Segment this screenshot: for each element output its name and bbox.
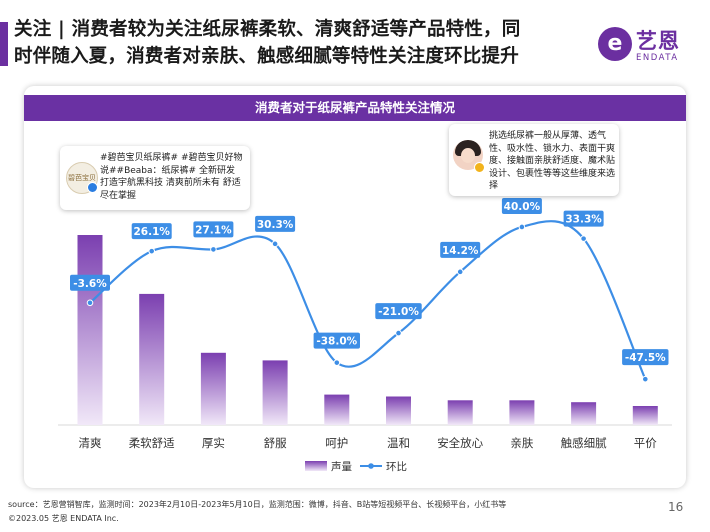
x-tick-label: 舒服: [264, 436, 287, 450]
page-number: 16: [668, 500, 684, 514]
logo-name: 艺恩: [636, 29, 680, 53]
data-label-box: [313, 332, 360, 349]
headline-line-1: 关注 | 消费者较为关注纸尿裤柔软、清爽舒适等产品特性，同: [14, 19, 521, 40]
brand-post-callout: 碧芭宝贝 #碧芭宝贝纸尿裤# #碧芭宝贝好物说##Beaba：纸尿裤# 全新研发…: [60, 146, 250, 210]
bar-厚实: [200, 352, 226, 425]
logo-subtitle: ENDATA: [636, 53, 679, 63]
page-headline: 关注 | 消费者较为关注纸尿裤柔软、清爽舒适等产品特性，同 时伴随入夏，消费者对…: [14, 16, 584, 70]
legend-swatch-声量: [305, 461, 327, 471]
x-tick-label: 呵护: [325, 436, 348, 450]
x-tick-label: 厚实: [202, 436, 225, 450]
endata-logo: e 艺恩 ENDATA: [598, 24, 703, 70]
line-point: [210, 246, 217, 253]
consumer-post-callout: 挑选纸尿裤一般从厚薄、透气性、吸水性、锁水力、表面干爽度、接触面亲肤舒适度、魔术…: [449, 124, 619, 196]
data-label: -38.0%: [316, 336, 357, 348]
line-point: [580, 235, 587, 242]
verified-badge-icon: [87, 182, 98, 193]
title-accent-bar: [0, 22, 8, 66]
data-label-box: [70, 274, 110, 291]
line-point: [518, 223, 526, 231]
data-label-box: [440, 241, 481, 258]
x-tick-label: 安全放心: [437, 436, 483, 450]
data-label: 33.3%: [565, 214, 602, 226]
legend-label-环比: 环比: [386, 460, 407, 473]
line-point: [456, 268, 464, 276]
data-label-box: [563, 210, 604, 227]
consumer-post-text: 挑选纸尿裤一般从厚薄、透气性、吸水性、锁水力、表面干爽度、接触面亲肤舒适度、魔术…: [489, 131, 616, 191]
bar-触感细腻: [571, 402, 597, 425]
line-point: [86, 299, 94, 307]
brand-post-text: #碧芭宝贝纸尿裤# #碧芭宝贝好物说##Beaba：纸尿裤# 全新研发 打造宇航…: [100, 153, 243, 201]
line-point: [148, 247, 155, 255]
x-tick-label: 平价: [634, 436, 657, 450]
source-note: source：艺恩营销智库，监测时间：2023年2月10日-2023年5月10日…: [8, 500, 507, 509]
bar-温和: [386, 396, 411, 425]
bar-平价: [632, 406, 658, 425]
copyright: ©2023.05 艺恩 ENDATA Inc.: [8, 514, 119, 523]
chart-title: 消费者对于纸尿裤产品特性关注情况: [24, 95, 686, 121]
legend-marker-环比: [368, 463, 374, 469]
headline-line-2: 时伴随入夏，消费者对亲肤、触感细腻等特性关注度环比提升: [14, 46, 519, 67]
line-point: [395, 329, 402, 337]
data-label: 26.1%: [133, 226, 170, 238]
data-label: -21.0%: [378, 306, 419, 318]
logo-mark-icon: e: [598, 27, 632, 61]
line-point: [333, 359, 341, 366]
data-label-box: [255, 215, 296, 232]
data-label: 40.0%: [504, 201, 541, 213]
data-label-box: [622, 349, 669, 366]
bar-柔软舒适: [139, 293, 165, 425]
data-label: 27.1%: [195, 224, 232, 236]
bar-安全放心: [447, 400, 473, 425]
data-label-box: [131, 223, 172, 240]
data-label: -47.5%: [625, 352, 666, 364]
data-label: 30.3%: [257, 219, 294, 231]
data-label: -3.6%: [73, 278, 107, 290]
legend-label-声量: 声量: [331, 460, 352, 473]
x-tick-label: 温和: [387, 436, 410, 450]
x-tick-label: 亲肤: [510, 436, 533, 450]
line-环比: [89, 220, 647, 380]
bar-清爽: [77, 235, 103, 425]
x-tick-label: 清爽: [79, 436, 102, 450]
data-label-box: [501, 197, 542, 214]
data-label-box: [193, 221, 234, 238]
verified-badge-icon: [474, 162, 485, 173]
data-label-box: [375, 303, 422, 320]
x-tick-label: 柔软舒适: [129, 436, 175, 450]
bar-亲肤: [509, 400, 535, 425]
line-point: [642, 375, 649, 383]
data-label: 14.2%: [442, 245, 479, 257]
x-tick-label: 触感细腻: [561, 436, 607, 450]
bar-呵护: [324, 394, 350, 425]
bar-舒服: [262, 360, 288, 425]
line-point: [271, 240, 279, 248]
